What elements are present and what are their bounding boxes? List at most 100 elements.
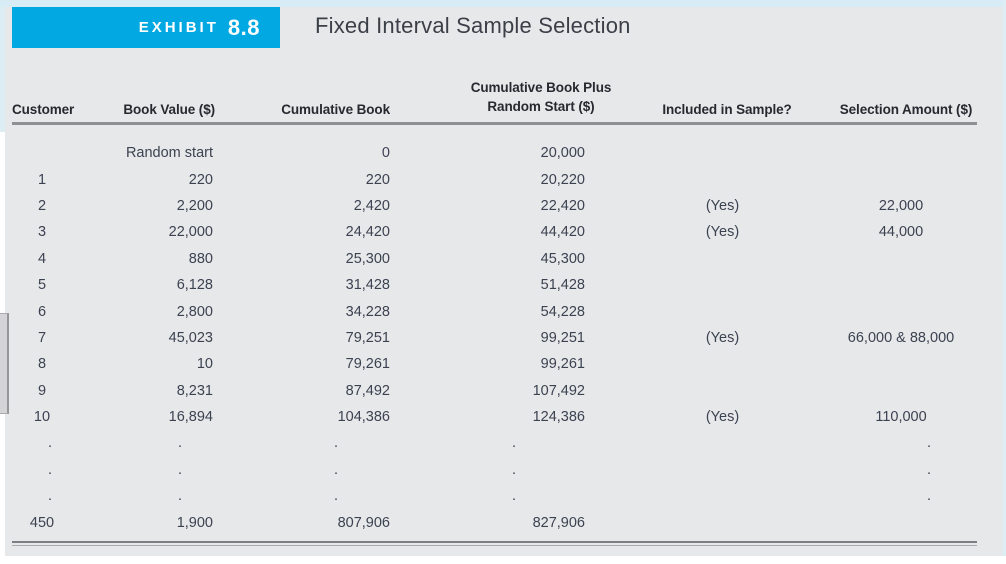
table-row: 9 8,231 87,492 107,492: [12, 378, 977, 404]
cell-selection-amount: 44,000: [878, 224, 924, 241]
cell-cumulative-plus-random-start: 22,420: [540, 197, 585, 214]
cell-cumulative-book: 79,251: [345, 329, 390, 346]
exhibit-number: 8.8: [227, 14, 260, 40]
cell-cumulative-plus-random-start: 99,261: [540, 356, 585, 373]
table-row: 10 16,894 104,386 124,386 (Yes) 110,000: [12, 404, 977, 430]
table-row: . . . . .: [12, 457, 977, 483]
cell-book-value: Random start: [125, 145, 213, 162]
cell-customer: 8: [37, 356, 47, 373]
cell-cumulative-book: 220: [365, 171, 390, 188]
table-row: . . . . .: [12, 483, 977, 509]
cell-included-in-sample: (Yes): [705, 224, 740, 241]
cell-book-value: 8,231: [176, 382, 213, 399]
cell-customer: 9: [37, 382, 47, 399]
cell-cumulative-plus-random-start: 827,906: [532, 514, 585, 531]
cell-book-value: 16,894: [168, 409, 213, 426]
cell-customer: .: [47, 461, 53, 478]
cell-book-value: .: [177, 461, 182, 478]
cell-cumulative-plus-random-start: 107,492: [532, 382, 585, 399]
cell-cumulative-plus-random-start: .: [511, 435, 516, 452]
cell-cumulative-plus-random-start: 99,251: [540, 329, 585, 346]
cell-book-value: 6,128: [176, 277, 213, 294]
cell-selection-amount: .: [926, 461, 932, 478]
cell-book-value: 2,800: [176, 303, 213, 320]
table-row: 5 6,128 31,428 51,428: [12, 272, 977, 298]
header-cumulative-plus-random-start: Cumulative Book Plus Random Start ($): [471, 79, 612, 117]
cell-cumulative-book: 31,428: [345, 277, 390, 294]
cell-customer: 10: [33, 409, 51, 426]
cell-book-value: 220: [188, 171, 213, 188]
table-row: 450 1,900 807,906 827,906: [12, 509, 977, 535]
table-row: 7 45,023 79,251 99,251 (Yes) 66,000 & 88…: [12, 325, 977, 351]
cell-book-value: 2,200: [176, 197, 213, 214]
cell-book-value: .: [177, 488, 182, 505]
table-row: 8 10 79,261 99,261: [12, 351, 977, 377]
exhibit-title: Fixed Interval Sample Selection: [315, 13, 631, 38]
cell-customer: 4: [37, 250, 47, 267]
cell-cumulative-book: 25,300: [345, 250, 390, 267]
exhibit-badge: EXHIBIT 8.8: [12, 7, 280, 48]
cell-book-value: .: [177, 435, 182, 452]
cell-selection-amount: .: [926, 488, 932, 505]
page-top-edge: [0, 0, 1006, 7]
cell-cumulative-book: .: [333, 461, 338, 478]
cell-customer: .: [47, 435, 53, 452]
cell-cumulative-book: 79,261: [345, 356, 390, 373]
cell-cumulative-plus-random-start: .: [511, 488, 516, 505]
cell-cumulative-book: .: [333, 435, 338, 452]
page-edge-tab: [0, 313, 9, 414]
header-cumulative-plus-line2: Random Start ($): [487, 99, 595, 115]
cell-cumulative-plus-random-start: 54,228: [540, 303, 585, 320]
cell-included-in-sample: (Yes): [705, 197, 740, 214]
cell-cumulative-book: 87,492: [345, 382, 390, 399]
cell-cumulative-plus-random-start: 20,000: [540, 145, 585, 162]
cell-cumulative-book: .: [333, 488, 338, 505]
exhibit-panel: [5, 7, 1003, 556]
cell-cumulative-book: 807,906: [337, 514, 390, 531]
header-cumulative-book: Cumulative Book: [281, 102, 390, 117]
cell-selection-amount: .: [926, 435, 932, 452]
cell-customer: 1: [37, 171, 47, 188]
cell-selection-amount: 22,000: [878, 197, 924, 214]
cell-book-value: 45,023: [168, 329, 213, 346]
table-row: Random start 0 20,000: [12, 140, 977, 166]
cell-cumulative-book: 0: [381, 145, 390, 162]
cell-customer: .: [47, 488, 53, 505]
cell-customer: 3: [37, 224, 47, 241]
cell-customer: 450: [29, 514, 55, 531]
header-selection-amount: Selection Amount ($): [839, 102, 973, 117]
table-row: 4 880 25,300 45,300: [12, 246, 977, 272]
header-included-in-sample: Included in Sample?: [662, 102, 792, 117]
table-row: 2 2,200 2,420 22,420 (Yes) 22,000: [12, 193, 977, 219]
table-row: . . . . .: [12, 430, 977, 456]
cell-selection-amount: 66,000 & 88,000: [847, 329, 955, 346]
cell-cumulative-plus-random-start: 51,428: [540, 277, 585, 294]
cell-cumulative-plus-random-start: .: [511, 461, 516, 478]
table-row: 3 22,000 24,420 44,420 (Yes) 44,000: [12, 219, 977, 245]
cell-cumulative-book: 34,228: [345, 303, 390, 320]
table-bottom-rule: [12, 540, 977, 546]
cell-book-value: 880: [188, 250, 213, 267]
header-customer: Customer: [12, 102, 75, 117]
table-body: Random start 0 20,000 1 220 220 20,220 2…: [12, 125, 977, 536]
header-cumulative-plus-line1: Cumulative Book Plus: [470, 80, 612, 96]
cell-cumulative-plus-random-start: 124,386: [532, 409, 585, 426]
cell-customer: 6: [37, 303, 47, 320]
header-book-value: Book Value ($): [123, 102, 215, 117]
cell-included-in-sample: (Yes): [705, 409, 740, 426]
cell-cumulative-book: 2,420: [353, 197, 390, 214]
table-header-row: Customer Book Value ($) Cumulative Book …: [12, 70, 977, 122]
exhibit-label: EXHIBIT: [138, 19, 219, 36]
table-row: 1 220 220 20,220: [12, 166, 977, 192]
cell-cumulative-book: 104,386: [337, 409, 390, 426]
page-left-edge: [0, 7, 5, 132]
cell-selection-amount: 110,000: [875, 409, 927, 426]
cell-book-value: 22,000: [168, 224, 213, 241]
fixed-interval-sample-table: Customer Book Value ($) Cumulative Book …: [12, 70, 977, 546]
cell-customer: 5: [37, 277, 47, 294]
cell-customer: 7: [37, 329, 47, 346]
cell-cumulative-plus-random-start: 20,220: [540, 171, 585, 188]
cell-book-value: 1,900: [176, 514, 213, 531]
cell-included-in-sample: (Yes): [705, 329, 740, 346]
